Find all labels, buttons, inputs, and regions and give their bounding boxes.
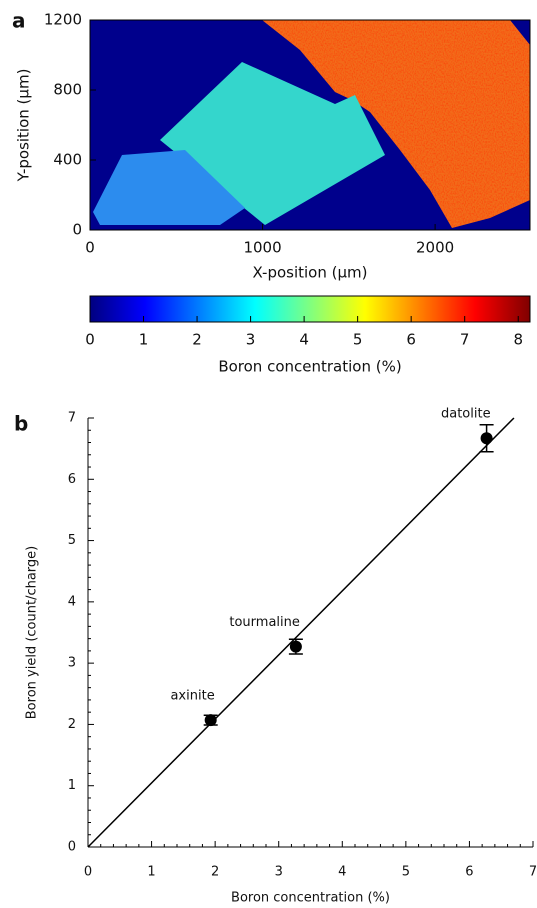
plot-frame xyxy=(89,19,531,231)
y-tick-label: 4 xyxy=(68,594,76,609)
data-point xyxy=(204,714,217,727)
map-region xyxy=(262,20,530,228)
colorbar xyxy=(89,295,531,323)
x-tick-label: 7 xyxy=(529,865,537,880)
x-tick-label: 2 xyxy=(211,865,219,880)
y-tick-label: 6 xyxy=(68,472,76,487)
x-tick-label: 4 xyxy=(338,865,346,880)
y-tick-label: 1200 xyxy=(44,11,82,29)
data-point xyxy=(480,432,493,445)
colorbar-tick-label: 6 xyxy=(406,331,416,349)
x-axis-label: Boron concentration (%) xyxy=(231,891,390,906)
colorbar-tick-label: 5 xyxy=(353,331,363,349)
colorbar-tick-label: 0 xyxy=(85,331,95,349)
x-axis-label: X-position (μm) xyxy=(253,264,368,282)
map-region xyxy=(93,150,245,225)
fit-line xyxy=(87,417,515,848)
y-axis-label: Y-position (μm) xyxy=(15,69,33,183)
x-tick-label: 5 xyxy=(402,865,410,880)
colorbar-tick-label: 7 xyxy=(460,331,470,349)
y-axis-label: Boron yield (count/charge) xyxy=(25,546,40,719)
colorbar-tick-label: 4 xyxy=(299,331,309,349)
y-tick-label: 7 xyxy=(68,411,76,426)
y-tick-label: 1 xyxy=(68,778,76,793)
data-point xyxy=(289,640,302,653)
colorbar-tick-label: 1 xyxy=(139,331,149,349)
x-tick-label: 1 xyxy=(147,865,155,880)
y-tick-label: 3 xyxy=(68,656,76,671)
x-tick-label: 0 xyxy=(84,865,92,880)
x-tick-label: 2000 xyxy=(416,239,454,257)
point-label: axinite xyxy=(170,689,214,704)
x-tick-label: 1000 xyxy=(243,239,281,257)
x-tick-label: 6 xyxy=(465,865,473,880)
y-tick-label: 800 xyxy=(53,81,82,99)
concentration-map xyxy=(90,20,530,230)
panel-label: b xyxy=(14,412,28,436)
colorbar-tick-label: 2 xyxy=(192,331,202,349)
y-tick-label: 0 xyxy=(72,221,82,239)
panel-label: a xyxy=(12,9,26,33)
colorbar-tick-label: 8 xyxy=(513,331,523,349)
y-tick-label: 0 xyxy=(68,840,76,855)
point-label: tourmaline xyxy=(229,615,300,630)
colorbar-label: Boron concentration (%) xyxy=(218,358,401,376)
x-tick-label: 0 xyxy=(85,239,95,257)
y-tick-label: 5 xyxy=(68,533,76,548)
point-label: datolite xyxy=(441,407,491,422)
y-tick-label: 2 xyxy=(68,717,76,732)
y-tick-label: 400 xyxy=(53,151,82,169)
x-tick-label: 3 xyxy=(275,865,283,880)
colorbar-tick-label: 3 xyxy=(246,331,256,349)
